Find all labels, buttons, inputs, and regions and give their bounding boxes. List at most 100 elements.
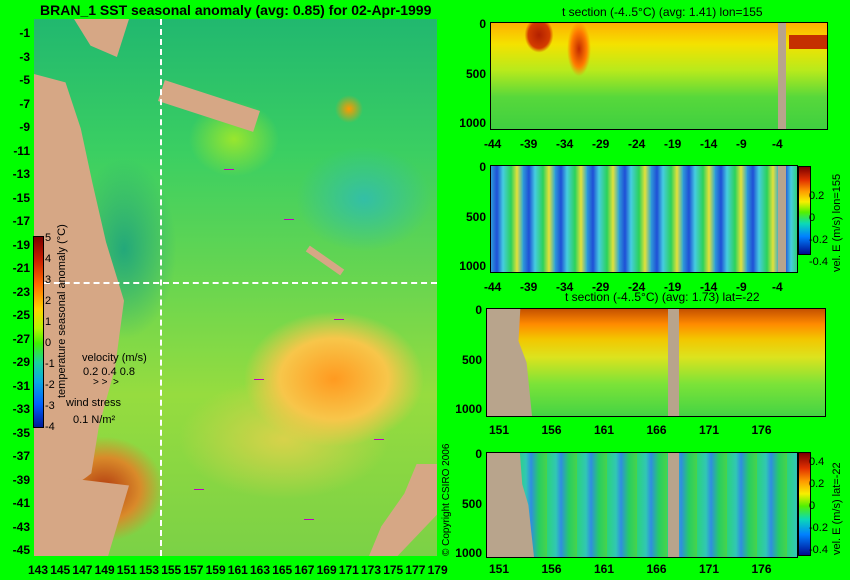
new-caledonia-landmass: [305, 245, 345, 276]
sst-anomaly-map: [34, 19, 437, 556]
colorbar-tick-label: 0: [809, 212, 816, 224]
colorbar-tick-label: -1: [45, 358, 55, 370]
section-landmask: [668, 453, 679, 557]
longitude-tick-label: 166: [646, 423, 667, 437]
solomon-islands-landmass: [158, 80, 260, 132]
longitude-tick-label: 163: [250, 563, 271, 577]
latitude-tick-label: -14: [700, 137, 718, 151]
longitude-tick-label: 145: [50, 563, 71, 577]
longitude-tick-label: 151: [489, 423, 510, 437]
colorbar-tick-label: -0.2: [809, 522, 828, 534]
velocity-section-lat-22: [486, 452, 798, 558]
velocity-legend-arrows: > > >: [93, 377, 119, 388]
section-landmask: [487, 309, 532, 416]
colorbar-tick-label: -2: [45, 379, 55, 391]
latitude-tick-label: -14: [700, 280, 718, 294]
latitude-tick-label: -5: [19, 73, 30, 87]
latitude-tick-label: -35: [12, 425, 30, 440]
section-landmask: [778, 23, 786, 129]
longitude-tick-label: 151: [116, 563, 137, 577]
velocity-legend-values: 0.2 0.4 0.8: [83, 366, 135, 378]
latitude-tick-label: -39: [520, 280, 538, 294]
longitude-tick-label: 156: [541, 562, 562, 576]
panel2-colorbar: [798, 166, 811, 255]
longitude-tick-label: 177: [405, 563, 426, 577]
longitude-tick-label: 147: [72, 563, 93, 577]
longitude-tick-label: 161: [594, 423, 615, 437]
latitude-tick-label: -33: [12, 402, 30, 416]
colorbar-tick-label: 0: [45, 337, 52, 349]
latitude-tick-label: -9: [19, 120, 30, 134]
wind-legend-title: wind stress: [66, 397, 122, 409]
depth-tick-label: 1000: [459, 259, 486, 273]
latitude-tick-label: -24: [628, 280, 646, 294]
latitude-tick-label: -9: [736, 137, 747, 151]
latitude-tick-label: -39: [12, 472, 30, 487]
depth-tick-label: 500: [465, 209, 486, 224]
longitude-tick-label: 169: [316, 563, 337, 577]
colorbar-tick-label: -0.4: [809, 544, 828, 556]
latitude-tick-label: -37: [12, 449, 30, 463]
colorbar-tick-label: -0.2: [809, 234, 828, 246]
latitude-tick-label: -4: [772, 137, 783, 151]
longitude-tick-label: 171: [338, 563, 359, 577]
depth-tick-label: 0: [475, 303, 482, 317]
depth-tick-label: 500: [461, 496, 482, 511]
latitude-tick-label: -19: [664, 137, 682, 151]
section-landmask: [668, 309, 679, 416]
latitude-tick-label: -34: [556, 137, 574, 151]
longitude-tick-label: 151: [489, 562, 510, 576]
longitude-tick-label: 179: [427, 563, 448, 577]
latitude-tick-label: -4: [772, 280, 783, 294]
latitude-tick-label: -19: [12, 237, 30, 252]
latitude-tick-label: -34: [556, 280, 574, 294]
longitude-tick-label: 173: [361, 563, 382, 577]
longitude-tick-label: 171: [699, 423, 720, 437]
longitude-tick-label: 175: [383, 563, 404, 577]
latitude-tick-label: -23: [12, 284, 30, 299]
longitude-tick-label: 161: [594, 562, 615, 576]
latitude-tick-label: -27: [12, 331, 30, 346]
longitude-tick-label: 159: [205, 563, 226, 577]
velocity-arrow: [284, 219, 294, 220]
depth-tick-label: 1000: [455, 546, 482, 560]
velocity-section-lon155: [490, 165, 798, 273]
colorbar-tick-label: -3: [45, 400, 55, 412]
colorbar-tick-label: 0: [809, 500, 816, 512]
colorbar-tick-label: 0.2: [809, 190, 825, 202]
longitude-tick-label: 171: [699, 562, 720, 576]
longitude-tick-label: 156: [541, 423, 562, 437]
colorbar-tick-label: -4: [45, 421, 55, 433]
wind-legend-value: 0.1 N/m²: [73, 414, 116, 426]
latitude-tick-label: -44: [484, 280, 502, 294]
temperature-section-lon155: [490, 22, 828, 130]
latitude-tick-label: -21: [12, 261, 30, 275]
latitude-tick-label: -25: [12, 308, 30, 322]
velocity-arrow: [334, 319, 344, 320]
velocity-arrow: [304, 519, 314, 520]
colorbar-tick-label: 0.4: [809, 456, 825, 468]
velocity-arrow: [194, 489, 204, 490]
depth-tick-label: 0: [479, 160, 486, 174]
longitude-tick-label: 176: [751, 423, 772, 437]
latitude-tick-label: -29: [592, 137, 610, 151]
colorbar-tick-label: 3: [45, 274, 52, 286]
longitude-tick-label: 153: [139, 563, 160, 577]
colorbar-tick-label: 2: [45, 295, 52, 307]
colorbar-tick-label: 5: [45, 232, 52, 244]
depth-tick-label: 500: [465, 66, 486, 81]
depth-tick-label: 1000: [459, 116, 486, 130]
velocity-arrow: [374, 439, 384, 440]
latitude-tick-label: -3: [19, 49, 30, 64]
southeast-australia-landmass: [34, 474, 129, 556]
latitude-tick-label: -41: [12, 496, 30, 510]
longitude-crosshair: [160, 19, 162, 556]
latitude-crosshair: [34, 282, 437, 284]
latitude-tick-label: -15: [12, 190, 30, 205]
longitude-tick-label: 155: [161, 563, 182, 577]
latitude-tick-label: -1: [19, 26, 30, 40]
depth-tick-label: 500: [461, 352, 482, 367]
section-landmask: [487, 453, 534, 557]
latitude-tick-label: -7: [19, 96, 30, 111]
latitude-tick-label: -9: [736, 280, 747, 294]
